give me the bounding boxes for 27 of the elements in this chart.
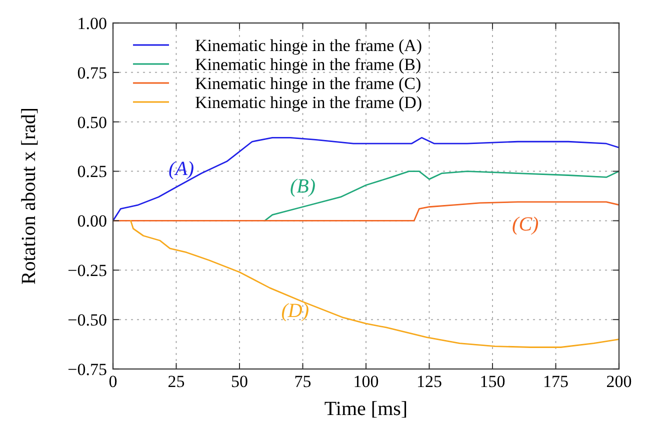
legend-label: Kinematic hinge in the frame (C) xyxy=(195,74,422,93)
x-tick-label: 25 xyxy=(168,372,185,391)
x-tick-label: 100 xyxy=(353,372,379,391)
x-tick-label: 200 xyxy=(606,372,632,391)
x-tick-label: 125 xyxy=(416,372,442,391)
x-tick-label: 50 xyxy=(231,372,248,391)
x-tick-label: 150 xyxy=(480,372,506,391)
x-tick-label: 75 xyxy=(294,372,312,391)
annotation: (B) xyxy=(290,176,316,198)
y-tick-label: −0.50 xyxy=(68,310,107,330)
legend-label: Kinematic hinge in the frame (B) xyxy=(195,54,422,74)
y-tick-label: −0.75 xyxy=(68,360,107,379)
annotation: (C) xyxy=(512,214,540,236)
y-tick-label: −0.25 xyxy=(68,261,107,280)
annotation: (D) xyxy=(281,300,310,322)
legend-label: Kinematic hinge in the frame (D) xyxy=(195,92,422,112)
y-tick-label: 0.25 xyxy=(77,162,107,182)
x-tick-label: 0 xyxy=(108,372,118,391)
x-tick-label: 175 xyxy=(543,372,568,391)
y-tick-label: 0.75 xyxy=(77,63,107,82)
x-axis-title: Time [ms] xyxy=(324,398,408,420)
legend-label: Kinematic hinge in the frame (A) xyxy=(195,36,422,55)
y-tick-label: 0.50 xyxy=(77,112,107,132)
y-tick-label: 0.00 xyxy=(77,212,107,231)
y-tick-label: 1.00 xyxy=(77,14,107,33)
y-axis-title: Rotation about x [rad] xyxy=(18,107,40,285)
annotation: (A) xyxy=(168,158,194,180)
